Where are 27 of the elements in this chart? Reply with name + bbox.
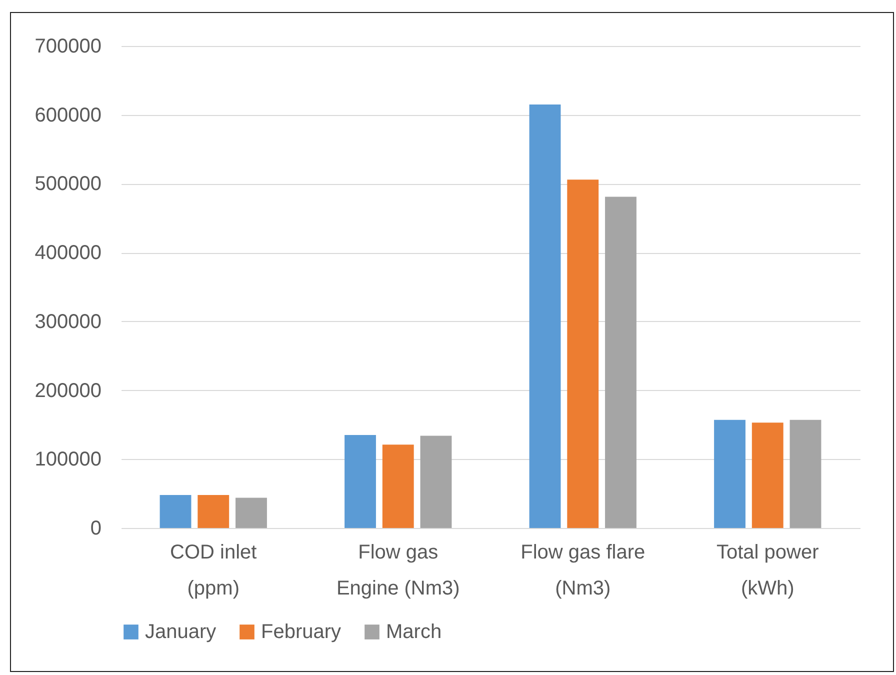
bar [529, 104, 561, 528]
x-tick-label: Flow gas Engine (Nm3) [336, 542, 460, 600]
y-tick-label: 200000 [34, 380, 102, 402]
bar [567, 180, 599, 528]
bar [382, 444, 414, 528]
x-tick-label: COD inlet (ppm) [170, 542, 258, 600]
bar [714, 420, 746, 528]
bar [160, 494, 192, 528]
y-tick-label: 600000 [34, 104, 102, 126]
bar [752, 422, 784, 528]
legend-label: February [261, 621, 342, 643]
legend-label: January [145, 621, 216, 643]
bar [790, 420, 822, 528]
bar [236, 498, 267, 528]
y-tick-label: 400000 [34, 242, 102, 264]
y-tick-label: 700000 [34, 36, 102, 58]
y-tick-label: 500000 [34, 173, 102, 196]
bar [420, 436, 452, 528]
legend-label: March [386, 621, 442, 643]
y-tick-label: 0 [90, 518, 102, 540]
y-tick-label: 100000 [34, 448, 102, 471]
x-tick-label: Total power (kWh) [716, 542, 820, 600]
x-tick-label: Flow gas flare (Nm3) [520, 542, 646, 600]
bar [344, 435, 376, 528]
bar [198, 494, 230, 528]
bar [605, 196, 636, 528]
y-tick-label: 300000 [34, 310, 102, 333]
